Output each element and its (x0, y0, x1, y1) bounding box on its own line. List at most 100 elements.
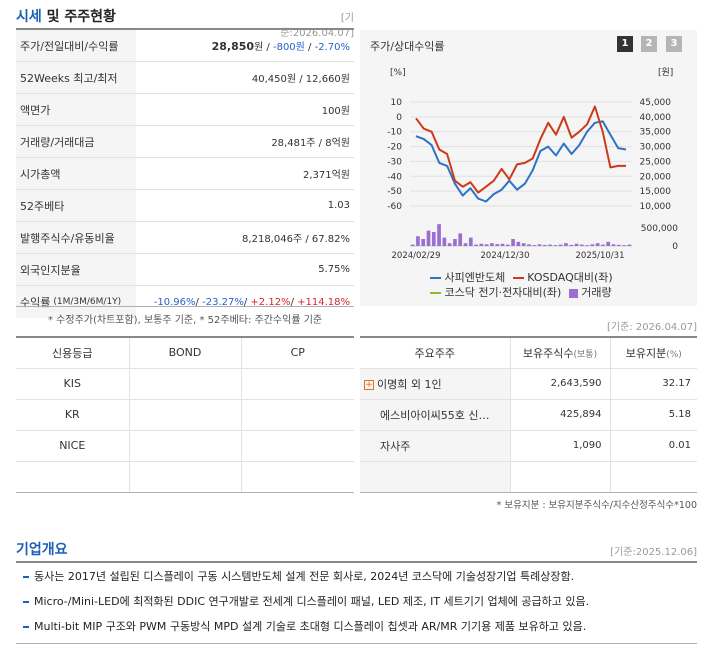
ratio-cell: 32.17 (609, 368, 697, 400)
shares-cell: 425,894 (509, 399, 610, 431)
volume-bar (410, 244, 415, 246)
agency-cell: KR (16, 399, 129, 431)
table-row: KIS (16, 368, 354, 400)
volume-bar (500, 243, 505, 246)
volume-bar (611, 244, 616, 246)
label-periods: (1M/3M/6M/1Y) (53, 297, 122, 307)
row-label: 액면가 (16, 94, 136, 125)
chart-panel: 주가/상대수익률 1 2 3 [%] [원] 10 45,000 0 40,000 -10 3… (360, 30, 697, 306)
section-title-market: 시세 및 주주현황 (16, 6, 116, 26)
legend-row: 사피엔반도체 KOSDAQ대비(좌) (430, 269, 613, 284)
shareholders-note: * 보유지분 : 보유지분주식수/지수산정주식수*100 (496, 500, 697, 511)
shares-cell: 1,090 (509, 430, 610, 462)
row-value: 8,218,046주 / 67.82% (242, 234, 350, 245)
price-row: 52주베타 1.03 (16, 190, 354, 222)
volume-bar (606, 241, 611, 246)
col-header: 주요주주 (360, 338, 510, 369)
legend-label: 거래량 (581, 286, 612, 299)
volume-bar (484, 244, 489, 246)
right-axis-unit: [원] (658, 67, 673, 78)
expand-icon[interactable]: + (364, 379, 374, 390)
table-header: 주요주주 보유주식수(보통) 보유지분(%) (360, 338, 697, 369)
table-row: NICE (16, 430, 354, 462)
price-row: 거래량/거래대금 28,481주 / 8억원 (16, 126, 354, 158)
left-axis-unit: [%] (390, 68, 406, 78)
volume-bar (416, 236, 420, 246)
series-line-stock (415, 120, 627, 203)
row-label: 52Weeks 최고/최저 (16, 62, 136, 93)
list-item: Multi-bit MIP 구조와 PWM 구동방식 MPD 설계 기술로 초대… (22, 617, 697, 642)
right-tick-label: 40,000 (640, 113, 672, 123)
col-header: BOND (128, 338, 241, 369)
chart-tab-3[interactable]: 3 (666, 36, 682, 52)
return-6m: +2.12% (250, 296, 291, 308)
divider (360, 492, 697, 493)
price-chart: [%] [원] 10 45,000 0 40,000 -10 35,000 -20 30,000 -… (387, 67, 678, 261)
divider (16, 561, 697, 563)
volume-bar (585, 245, 589, 246)
volume-bar (595, 243, 600, 246)
title-market: 시세 (16, 9, 42, 25)
volume-bar (558, 244, 563, 246)
list-item: Micro-/Mini-LED에 최적화된 DDIC 연구개발로 전세계 디스플… (22, 592, 697, 617)
legend-swatch (430, 277, 441, 279)
volume-bar (426, 230, 431, 246)
volume-bar (574, 243, 579, 246)
volume-bar (627, 244, 632, 246)
price-row: 수익률 (1M/3M/6M/1Y) -10.96%/ -23.27%/ +2.1… (16, 286, 354, 318)
volume-bar (447, 243, 452, 246)
col-header: 보유지분(%) (609, 338, 697, 369)
row-label: 발행주식수/유동비율 (16, 222, 136, 253)
holder-name-cell: 자사주 (360, 430, 510, 462)
legend-swatch (430, 292, 441, 294)
chart-tab-2[interactable]: 2 (641, 36, 657, 52)
right-tick-label: 45,000 (640, 98, 672, 108)
shareholders-table: 주요주주 보유주식수(보통) 보유지분(%) + 이명희 외 1인 2,643,5… (360, 338, 697, 492)
divider (16, 336, 354, 338)
volume-bar (453, 239, 457, 246)
divider (16, 28, 354, 30)
holder-name-cell: 에스비아이씨55호 신… (360, 399, 510, 431)
volume-bar (521, 243, 526, 246)
company-bullets: 동사는 2017년 설립된 디스플레이 구동 시스템반도체 설계 전문 회사로,… (22, 567, 697, 642)
volume-bar (479, 243, 484, 246)
return-1m: -10.96% (153, 296, 196, 308)
return-1y: +114.18% (297, 296, 350, 308)
volume-bar (616, 244, 621, 246)
volume-bar (490, 243, 494, 246)
agency-cell: NICE (16, 430, 129, 462)
empty-cell (240, 461, 354, 492)
left-tick-label: 10 (391, 98, 403, 108)
volume-bar (532, 245, 537, 246)
series-line-kosdaq (415, 105, 626, 194)
volume-bar (511, 239, 515, 246)
volume-bar (474, 244, 478, 246)
volume-bar (537, 244, 542, 246)
title-and: 및 (46, 9, 60, 25)
row-value: 5.75% (318, 264, 350, 275)
price-note: * 수정주가(차트포함), 보통주 기준, * 52주베타: 주간수익률 기준 (48, 315, 323, 326)
chart-tab-1[interactable]: 1 (617, 36, 633, 52)
row-label: 주가/전일대비/수익률 (16, 30, 136, 61)
volume-bar (458, 233, 463, 246)
empty-cell (609, 461, 697, 492)
volume-bar (516, 241, 521, 246)
divider (16, 306, 354, 307)
bond-cell (128, 430, 241, 462)
separator: / (263, 42, 273, 53)
divider (360, 336, 697, 338)
row-label: 시가총액 (16, 158, 136, 189)
chart-title: 주가/상대수익률 (370, 40, 445, 53)
left-tick-label: -40 (387, 172, 402, 182)
bond-cell (128, 399, 241, 431)
company-date: [기준:2025.12.06] (610, 547, 697, 558)
volume-bar (442, 237, 447, 246)
holder-name-cell: + 이명희 외 1인 (360, 368, 510, 400)
legend-label: KOSDAQ대비(좌) (527, 271, 613, 284)
right-tick-label: 35,000 (640, 128, 672, 138)
right-tick-label: 20,000 (640, 172, 672, 182)
row-label: 52주베타 (16, 190, 136, 221)
volume-bar (622, 245, 626, 246)
price-change: -800원 (272, 42, 305, 53)
shares-cell: 2,643,590 (509, 368, 610, 400)
